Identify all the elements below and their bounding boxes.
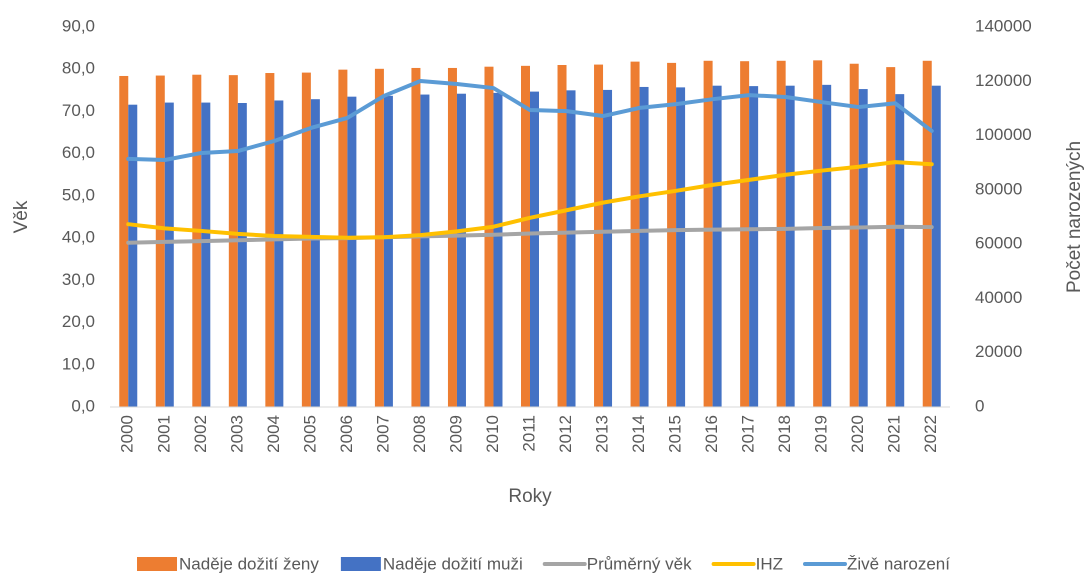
y-tick-label: 70,0 bbox=[62, 101, 95, 120]
x-tick-label: 2012 bbox=[556, 415, 575, 453]
y-tick-label: 60,0 bbox=[62, 143, 95, 162]
legend-label: Naděje dožití muži bbox=[383, 554, 523, 573]
y2-tick-label: 40000 bbox=[975, 288, 1022, 307]
bar bbox=[594, 64, 604, 408]
bar bbox=[566, 90, 576, 407]
y-tick-label: 90,0 bbox=[62, 16, 95, 35]
bar bbox=[776, 60, 786, 408]
legend-swatch bbox=[340, 557, 381, 571]
x-tick-label: 2010 bbox=[483, 415, 502, 453]
bar bbox=[201, 102, 211, 408]
y2-tick-label: 100000 bbox=[975, 125, 1032, 144]
bar bbox=[630, 61, 640, 407]
x-tick-label: 2016 bbox=[702, 415, 721, 453]
legend-label: Živě narození bbox=[847, 554, 950, 573]
bar bbox=[813, 60, 823, 407]
bar bbox=[530, 91, 539, 407]
bar bbox=[676, 87, 686, 407]
bar bbox=[703, 60, 713, 408]
bar bbox=[557, 65, 567, 407]
y-tick-label: 50,0 bbox=[62, 185, 95, 204]
bar bbox=[895, 94, 905, 407]
legend-label: Naděje dožití ženy bbox=[179, 554, 319, 573]
bar bbox=[119, 75, 129, 407]
x-tick-label: 2003 bbox=[227, 415, 246, 453]
x-tick-label: 2001 bbox=[154, 415, 173, 453]
bar bbox=[521, 65, 530, 407]
line bbox=[126, 79, 934, 162]
bar bbox=[785, 85, 795, 407]
x-tick-label: 2018 bbox=[775, 415, 794, 453]
x-tick-label: 2007 bbox=[373, 415, 392, 453]
y2-tick-label: 120000 bbox=[975, 71, 1032, 90]
bar bbox=[639, 86, 649, 407]
y2-tick-label: 140000 bbox=[975, 16, 1032, 35]
bar bbox=[420, 94, 430, 408]
x-tick-label: 2017 bbox=[739, 415, 758, 453]
y-axis-title: Věk bbox=[11, 200, 32, 233]
y2-axis-title: Počet narozených bbox=[1064, 141, 1085, 293]
bar bbox=[858, 89, 868, 408]
bar bbox=[749, 86, 759, 407]
y-tick-label: 20,0 bbox=[62, 312, 95, 331]
legend-label: IHZ bbox=[756, 554, 783, 573]
bar bbox=[484, 66, 494, 407]
bar bbox=[237, 103, 247, 407]
y2-tick-label: 80000 bbox=[975, 179, 1022, 198]
y-tick-label: 0,0 bbox=[71, 396, 95, 415]
bar bbox=[310, 99, 320, 407]
y2-tick-label: 60000 bbox=[975, 234, 1022, 253]
legend-label: Průměrný věk bbox=[587, 554, 692, 573]
x-tick-label: 2002 bbox=[191, 415, 210, 453]
y-tick-label: 40,0 bbox=[62, 228, 95, 247]
y2-tick-label: 20000 bbox=[975, 342, 1022, 361]
bar bbox=[603, 89, 613, 408]
bar bbox=[822, 84, 832, 407]
legend-swatch bbox=[137, 557, 178, 571]
bar bbox=[740, 61, 750, 407]
bar bbox=[712, 85, 722, 407]
x-tick-label: 2021 bbox=[885, 415, 904, 453]
bar bbox=[922, 60, 932, 408]
x-tick-label: 2000 bbox=[118, 415, 137, 453]
x-tick-label: 2013 bbox=[593, 415, 612, 453]
x-tick-label: 2004 bbox=[264, 415, 283, 453]
bar bbox=[456, 93, 466, 407]
x-tick-label: 2011 bbox=[519, 415, 538, 452]
bar bbox=[128, 104, 138, 407]
bar bbox=[667, 62, 677, 408]
x-axis-title: Roky bbox=[508, 486, 552, 507]
x-tick-label: 2008 bbox=[410, 415, 429, 453]
line bbox=[126, 160, 934, 240]
x-tick-label: 2005 bbox=[300, 415, 319, 453]
x-tick-label: 2009 bbox=[446, 415, 465, 453]
x-tick-label: 2020 bbox=[848, 415, 867, 453]
x-tick-label: 2015 bbox=[666, 415, 685, 453]
bar bbox=[274, 100, 284, 407]
y2-tick-label: 0 bbox=[975, 396, 984, 415]
bar bbox=[493, 92, 503, 407]
y-tick-label: 30,0 bbox=[62, 270, 95, 289]
bar bbox=[849, 63, 859, 407]
bar bbox=[347, 96, 357, 408]
x-tick-label: 2022 bbox=[921, 415, 940, 453]
x-tick-label: 2006 bbox=[337, 415, 356, 453]
bar bbox=[886, 67, 896, 407]
bar bbox=[383, 95, 393, 408]
bar bbox=[931, 85, 941, 407]
y-tick-label: 10,0 bbox=[62, 354, 95, 373]
line bbox=[126, 224, 934, 245]
x-tick-label: 2014 bbox=[629, 415, 648, 453]
x-tick-label: 2019 bbox=[812, 415, 831, 453]
y-tick-label: 80,0 bbox=[62, 59, 95, 78]
bar bbox=[164, 102, 174, 408]
legend: Naděje dožití ženy Naděje dožití muži Prům… bbox=[137, 554, 950, 573]
